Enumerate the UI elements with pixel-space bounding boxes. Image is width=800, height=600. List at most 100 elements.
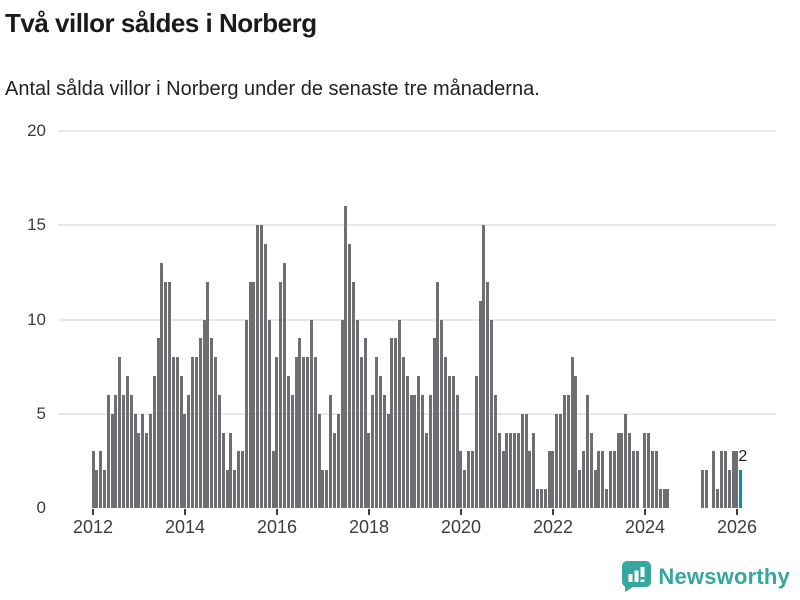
chart-bar [628, 432, 632, 508]
chart-bar [436, 281, 440, 508]
chart-bar [371, 394, 375, 508]
chart-bar [570, 357, 574, 508]
chart-bar [616, 432, 620, 508]
chart-bar [110, 413, 114, 508]
chart-bar [122, 394, 126, 508]
chart-bar [582, 451, 586, 508]
chart-bar [102, 470, 106, 508]
gridline-y-5 [58, 412, 776, 415]
chart-bar [524, 413, 528, 508]
chart-bar [137, 432, 141, 508]
chart-bar [191, 357, 195, 508]
chart-bar [118, 357, 122, 508]
chart-bar [248, 281, 252, 508]
x-axis-label-2026: 2026 [716, 517, 757, 537]
x-axis-tick-2016 [275, 509, 278, 515]
chart-bar [405, 376, 409, 508]
chart-bar [631, 451, 635, 508]
chart-bar [601, 451, 605, 508]
chart-bar [455, 394, 459, 508]
chart-bar [321, 470, 325, 508]
chart-bar [271, 451, 275, 508]
chart-bar [470, 451, 474, 508]
chart-bar [382, 394, 386, 508]
chart-bar [260, 225, 264, 508]
chart-bar [275, 357, 279, 508]
chart-bar [486, 281, 490, 508]
chart-bar [175, 357, 179, 508]
page-title: Två villor såldes i Norberg [5, 8, 317, 38]
chart-bar [240, 451, 244, 508]
gridline-y-15 [58, 224, 776, 227]
chart-bar [520, 413, 524, 508]
chart-bar [555, 413, 559, 508]
chart-bar [666, 489, 670, 508]
chart-bar [206, 281, 210, 508]
chart-bar [336, 413, 340, 508]
chart-bar [712, 451, 716, 508]
chart-bar [156, 338, 160, 508]
chart-bar [700, 470, 704, 508]
chart-bar [593, 470, 597, 508]
chart-bar [562, 394, 566, 508]
chart-bar [589, 432, 593, 508]
chart-bar [597, 451, 601, 508]
chart-bar [352, 281, 356, 508]
chart-bar [720, 451, 724, 508]
chart-bar [99, 451, 103, 508]
x-axis-tick-2012 [92, 509, 94, 515]
chart-bar [490, 319, 494, 508]
chart-bar [344, 206, 348, 508]
gridline-y-20 [58, 130, 776, 132]
chart-bar [723, 451, 727, 508]
chart-bar [355, 319, 359, 508]
brand-footer: Newsworthy [622, 561, 790, 592]
chart-bar [183, 413, 187, 508]
chart-bar [505, 432, 509, 508]
chart-bar [129, 394, 133, 508]
chart-bar [608, 451, 612, 508]
chart-bar [325, 470, 329, 508]
chart-bar [624, 413, 628, 508]
chart-bar [283, 262, 287, 508]
chart-bar [620, 432, 624, 508]
x-axis-tick-2024 [643, 509, 646, 515]
chart-bar [647, 432, 651, 508]
chart-bar [428, 394, 432, 508]
x-axis-tick-2014 [183, 509, 186, 515]
chart-bar [252, 281, 256, 508]
chart-bar [125, 376, 129, 508]
chart-bar [421, 394, 425, 508]
x-axis-tick-2026 [735, 509, 738, 515]
chart-bar [378, 376, 382, 508]
chart-bar [394, 338, 398, 508]
chart-bar [528, 451, 532, 508]
chart-bar [332, 432, 336, 508]
chart-bar [145, 432, 149, 508]
x-axis-label-2012: 2012 [72, 517, 114, 537]
chart-bar [727, 470, 731, 508]
chart-bar [214, 357, 218, 508]
chart-bar [459, 451, 463, 508]
gridline-y-10 [58, 318, 776, 321]
chart-bar [160, 262, 164, 508]
chart-bar [566, 394, 570, 508]
chart-bar [306, 357, 310, 508]
chart-bar [348, 244, 352, 508]
chart-bar-highlighted [739, 470, 743, 508]
chart-bar [543, 489, 547, 508]
chart-bar [164, 281, 168, 508]
chart-bar [513, 432, 517, 508]
chart-bar [413, 394, 417, 508]
chart-bar [654, 451, 658, 508]
chart-bar [114, 394, 118, 508]
chart-bar [658, 489, 662, 508]
brand-name: Newsworthy [658, 563, 790, 589]
x-axis-tick-2020 [459, 509, 462, 515]
chart-bar [516, 432, 520, 508]
chart-bar [447, 376, 451, 508]
chart-bar [612, 451, 616, 508]
chart-bar [359, 357, 363, 508]
page-subtitle: Antal sålda villor i Norberg under de se… [5, 78, 540, 100]
